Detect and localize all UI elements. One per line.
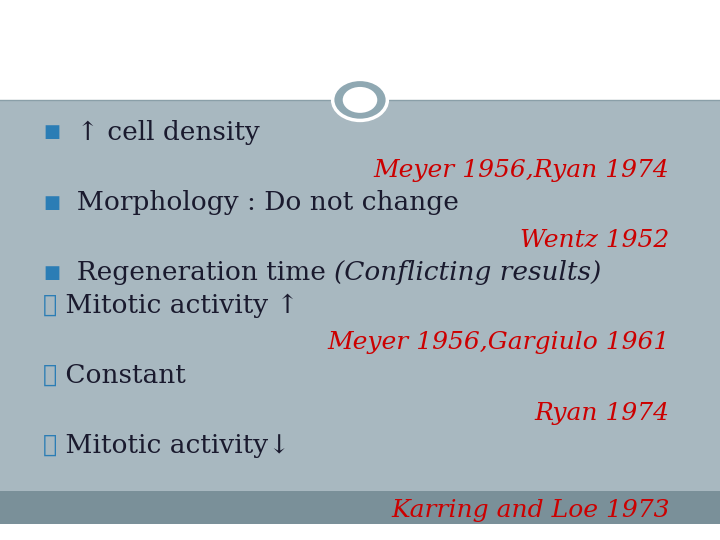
Text: ↑ cell density: ↑ cell density: [60, 120, 260, 145]
Text: ■: ■: [43, 264, 60, 282]
Bar: [0, 100, 720, 491]
Text: Mitotic activity ↑: Mitotic activity ↑: [58, 293, 299, 318]
Text: ✓: ✓: [43, 434, 58, 457]
Text: Constant: Constant: [58, 363, 186, 388]
Bar: [0, 491, 720, 524]
Text: ■: ■: [43, 123, 60, 141]
Bar: [0, 0, 720, 100]
Text: (Conflicting results): (Conflicting results): [335, 260, 602, 285]
Text: Wentz 1952: Wentz 1952: [521, 229, 670, 252]
Text: Karring and Loe 1973: Karring and Loe 1973: [391, 499, 670, 522]
Text: Meyer 1956,Ryan 1974: Meyer 1956,Ryan 1974: [374, 159, 670, 181]
Text: Regeneration time: Regeneration time: [60, 260, 335, 285]
Text: ■: ■: [43, 193, 60, 212]
Text: Morphology : Do not change: Morphology : Do not change: [60, 190, 459, 215]
Text: Meyer 1956,Gargiulo 1961: Meyer 1956,Gargiulo 1961: [328, 332, 670, 354]
Text: ✓: ✓: [43, 364, 58, 387]
Text: ✓: ✓: [43, 294, 58, 316]
Circle shape: [333, 79, 387, 120]
Circle shape: [343, 87, 377, 113]
Text: Ryan 1974: Ryan 1974: [534, 402, 670, 424]
Text: Mitotic activity↓: Mitotic activity↓: [58, 433, 291, 458]
